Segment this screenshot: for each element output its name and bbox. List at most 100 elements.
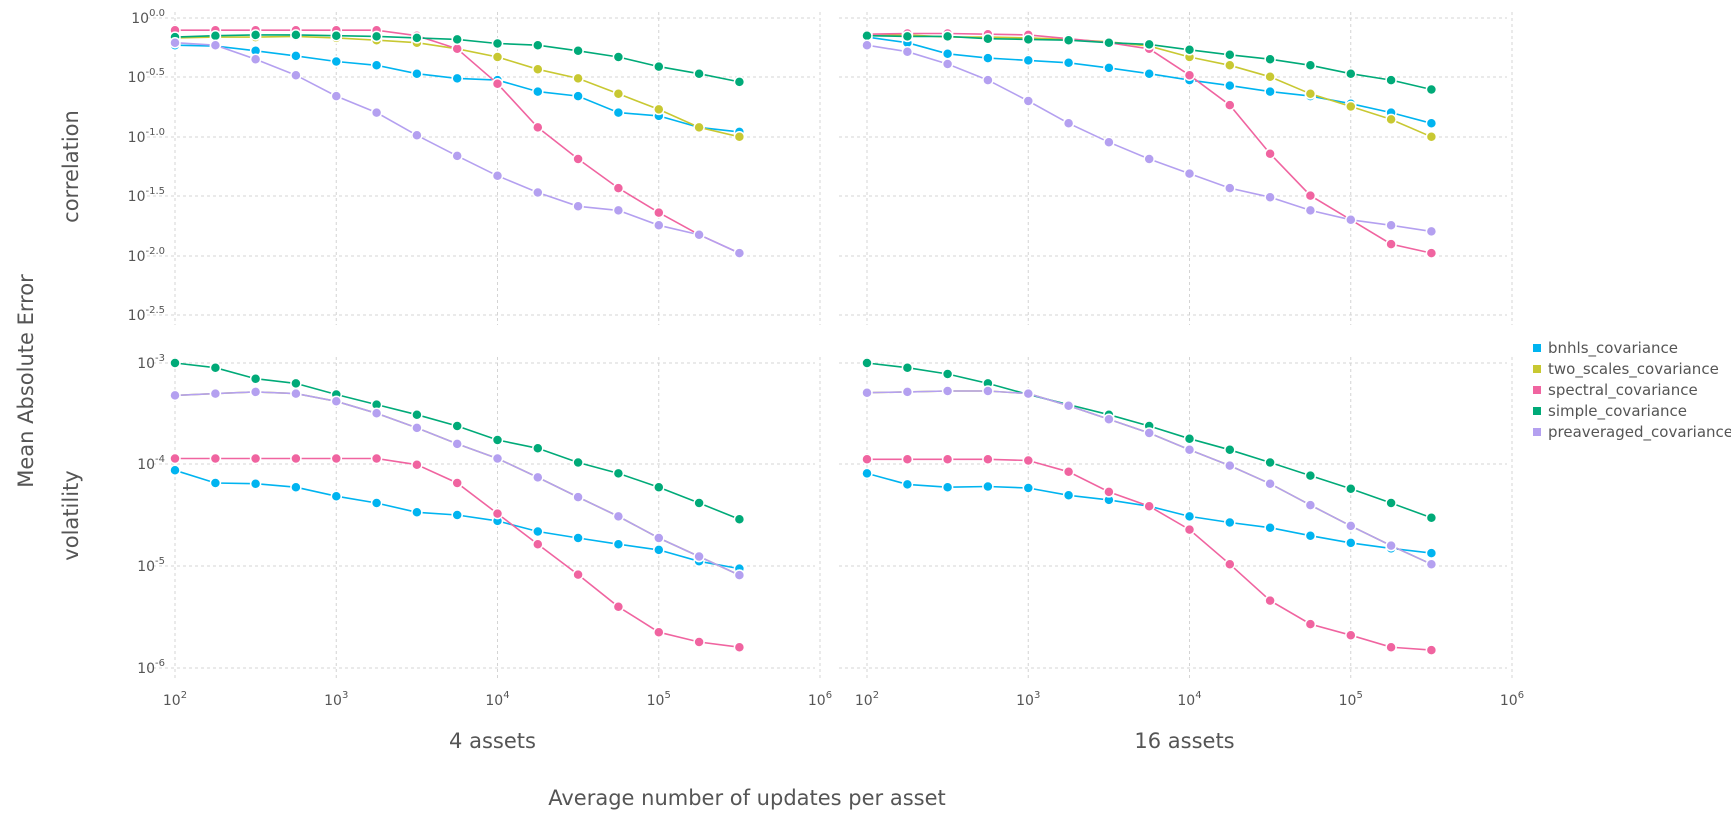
data-point — [901, 45, 914, 58]
data-point — [1022, 95, 1035, 107]
data-point — [1224, 59, 1236, 72]
y-tick-label: 100.0 — [131, 8, 165, 27]
data-point — [653, 532, 665, 544]
data-point — [733, 76, 746, 88]
data-point — [451, 43, 463, 55]
data-point — [290, 387, 302, 400]
y-tick-label: 10-2.5 — [128, 305, 165, 324]
data-point — [733, 247, 746, 259]
data-point — [532, 442, 544, 455]
data-point — [249, 477, 262, 490]
x-tick-label: 102 — [855, 690, 879, 709]
data-point — [733, 131, 746, 143]
data-point — [411, 32, 423, 44]
data-point — [1264, 594, 1276, 607]
data-point — [1264, 521, 1276, 534]
data-point — [982, 32, 994, 45]
data-point — [572, 45, 584, 57]
data-point — [209, 29, 222, 42]
x-tick-label: 103 — [1016, 690, 1040, 709]
legend-label: preaveraged_covariance — [1548, 423, 1731, 442]
data-point — [1224, 99, 1236, 111]
data-point — [491, 77, 504, 90]
panel-grid — [147, 12, 821, 325]
data-point — [1103, 413, 1115, 425]
data-point — [532, 471, 544, 484]
data-point — [612, 182, 625, 194]
data-point — [941, 368, 954, 380]
legend-swatch — [1533, 344, 1541, 352]
data-point — [411, 67, 423, 80]
data-point — [1345, 67, 1357, 80]
data-point — [169, 452, 181, 465]
legend-item: two_scales_covariance — [1533, 360, 1719, 379]
data-point — [451, 420, 463, 432]
x-tick-label: 106 — [808, 690, 832, 709]
data-point — [411, 129, 423, 142]
y-tick-label: 10-0.5 — [128, 67, 165, 86]
data-point — [572, 72, 584, 85]
data-point — [249, 29, 262, 41]
data-point — [1304, 469, 1317, 482]
series-line-simple_covariance — [866, 362, 1432, 519]
legend-label: simple_covariance — [1548, 402, 1687, 421]
data-point — [1264, 147, 1276, 160]
data-point — [1425, 117, 1438, 130]
data-point — [1304, 204, 1317, 217]
y-tick-label: 10-1.5 — [128, 186, 165, 205]
data-point — [249, 372, 262, 385]
data-point — [169, 389, 181, 402]
data-point — [532, 85, 544, 98]
data-point — [330, 490, 343, 502]
data-point — [491, 452, 504, 465]
data-point — [411, 408, 423, 421]
data-point — [1425, 83, 1438, 96]
data-point — [572, 491, 584, 503]
data-point — [1183, 523, 1196, 536]
data-point — [1224, 182, 1236, 194]
panel-series — [861, 357, 1438, 656]
legend-swatch — [1533, 365, 1541, 373]
x-tick-label: 104 — [485, 690, 509, 709]
data-point — [169, 357, 181, 369]
data-point — [1062, 399, 1075, 412]
y-tick-label: 10-5 — [137, 556, 165, 575]
data-point — [1264, 85, 1276, 98]
legend-label: two_scales_covariance — [1548, 360, 1719, 379]
panel-grid — [839, 12, 1513, 325]
data-point — [330, 29, 343, 42]
data-point — [1183, 432, 1196, 445]
data-point — [612, 204, 625, 217]
data-point — [330, 452, 343, 465]
data-point — [982, 385, 994, 397]
data-point — [982, 480, 994, 493]
column-title: 16 assets — [1134, 729, 1234, 753]
data-point — [411, 506, 423, 519]
data-point — [1143, 427, 1155, 439]
legend-swatch — [1533, 428, 1541, 436]
data-point — [451, 33, 463, 46]
data-point — [532, 63, 544, 76]
data-point — [1264, 477, 1276, 490]
data-point — [1264, 456, 1276, 469]
legend-swatch — [1533, 386, 1541, 394]
data-point — [290, 452, 302, 465]
data-point — [612, 467, 625, 480]
data-point — [572, 90, 584, 102]
data-point — [1425, 225, 1438, 238]
data-point — [941, 385, 954, 397]
data-point — [1345, 520, 1357, 532]
data-point — [1304, 59, 1317, 72]
data-point — [532, 186, 544, 199]
data-point — [451, 72, 463, 85]
data-point — [290, 50, 302, 62]
data-point — [249, 53, 262, 65]
legend-item: simple_covariance — [1533, 402, 1687, 421]
data-point — [1224, 516, 1236, 529]
data-point — [290, 377, 302, 390]
data-point — [1425, 644, 1438, 656]
data-point — [1143, 153, 1155, 165]
data-point — [1183, 44, 1196, 56]
data-point — [1183, 510, 1196, 523]
